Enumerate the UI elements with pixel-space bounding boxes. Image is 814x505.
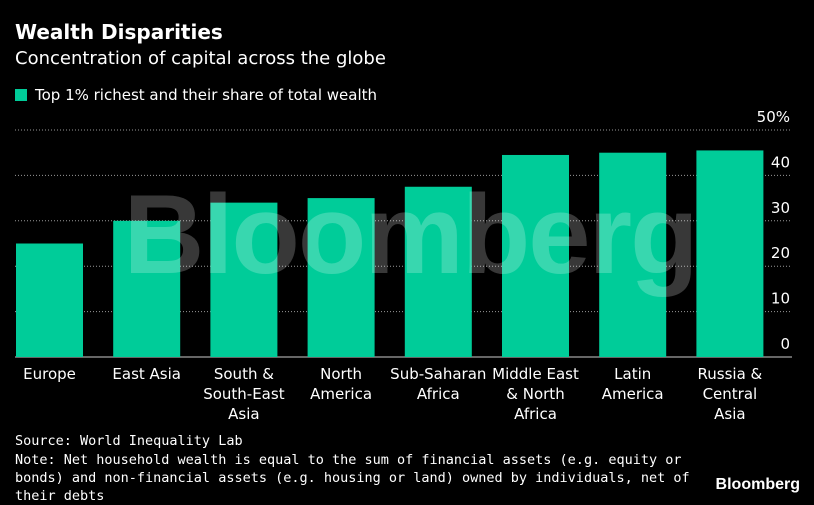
bar (404, 186, 472, 357)
bar (16, 243, 83, 357)
y-tick-label: 50% (757, 108, 790, 126)
bar (696, 150, 764, 357)
bar (113, 220, 181, 357)
note-text: Note: Net household wealth is equal to t… (15, 452, 690, 504)
x-tick-label: Latin America (602, 365, 664, 403)
y-tick-label: 20 (771, 244, 790, 262)
x-tick-label: Sub-Saharan Africa (390, 365, 486, 403)
legend-label: Top 1% richest and their share of total … (35, 86, 378, 104)
bar (502, 154, 569, 357)
bar (210, 202, 278, 357)
brand-logo: Bloomberg (715, 476, 800, 493)
chart-title: Wealth Disparities (15, 20, 223, 44)
x-tick-label: Middle East & North Africa (492, 365, 579, 423)
source-text: Source: World Inequality Lab (15, 433, 243, 449)
chart-subtitle: Concentration of capital across the glob… (15, 48, 386, 69)
x-tick-label: South & South-East Asia (203, 365, 284, 423)
bar (599, 152, 667, 357)
y-tick-label: 40 (771, 153, 790, 171)
bar (307, 198, 375, 357)
y-tick-label: 0 (780, 335, 790, 353)
legend: Top 1% richest and their share of total … (15, 86, 377, 104)
y-tick-label: 30 (771, 199, 790, 217)
x-tick-label: North America (310, 365, 372, 403)
bar-chart: 0 10 20 30 40 50% Europe East Asia South & South-… (15, 108, 792, 423)
x-tick-label: Russia & Central Asia (698, 365, 763, 423)
x-tick-label: East Asia (112, 365, 181, 383)
legend-swatch (15, 89, 27, 101)
y-tick-label: 10 (771, 290, 790, 308)
x-tick-label: Europe (23, 365, 76, 383)
